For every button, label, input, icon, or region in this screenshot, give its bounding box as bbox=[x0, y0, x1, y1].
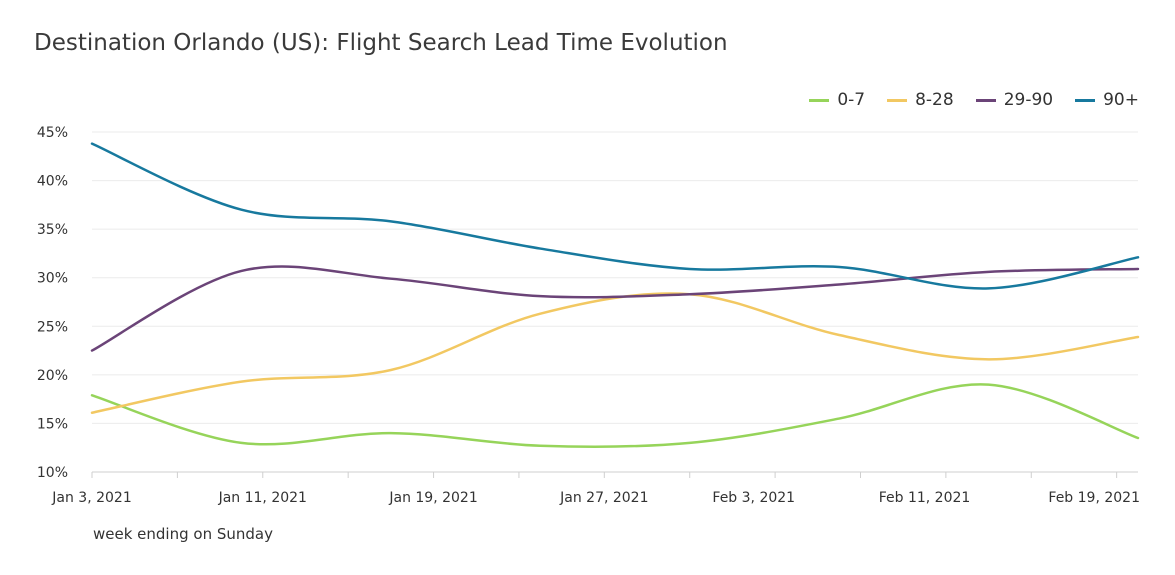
series-line-0-7 bbox=[90, 383, 1140, 449]
x-tick-label: Feb 3, 2021 bbox=[712, 490, 795, 506]
y-tick-label: 30% bbox=[37, 271, 68, 287]
legend-swatch bbox=[975, 98, 996, 102]
x-tick-label: Jan 19, 2021 bbox=[388, 490, 477, 506]
x-tick-label: Jan 27, 2021 bbox=[559, 490, 648, 506]
legend-item-29-90[interactable]: 29-90 bbox=[975, 90, 1054, 110]
y-tick-label: 40% bbox=[37, 174, 68, 190]
x-tick-label: Jan 11, 2021 bbox=[218, 490, 307, 506]
legend-item-0-7[interactable]: 0-7 bbox=[809, 90, 865, 110]
y-tick-label: 10% bbox=[37, 465, 68, 481]
series-line-29-90 bbox=[90, 265, 1140, 352]
chart-title: Destination Orlando (US): Flight Search … bbox=[34, 30, 728, 56]
legend-swatch bbox=[809, 98, 830, 102]
y-tick-label: 45% bbox=[37, 125, 68, 141]
legend-label: 90+ bbox=[1103, 90, 1139, 110]
series-line-90+ bbox=[90, 142, 1140, 290]
legend-item-90+[interactable]: 90+ bbox=[1075, 90, 1139, 110]
y-tick-label: 20% bbox=[37, 368, 68, 384]
legend-label: 0-7 bbox=[837, 90, 866, 110]
x-axis-label: week ending on Sunday bbox=[93, 525, 273, 543]
x-tick-label: Feb 19, 2021 bbox=[1048, 490, 1140, 506]
y-tick-label: 25% bbox=[37, 319, 68, 335]
x-tick-label: Jan 3, 2021 bbox=[51, 490, 131, 506]
y-tick-label: 15% bbox=[37, 416, 68, 432]
legend-swatch bbox=[887, 98, 908, 102]
legend: 0-7 8-28 29-90 90+ bbox=[809, 90, 1139, 110]
legend-label: 29-90 bbox=[1003, 90, 1054, 110]
legend-label: 8-28 bbox=[915, 90, 954, 110]
legend-swatch bbox=[1075, 98, 1096, 102]
series-line-8-28 bbox=[90, 292, 1140, 414]
x-tick-label: Feb 11, 2021 bbox=[879, 490, 971, 506]
y-tick-label: 35% bbox=[37, 222, 68, 238]
legend-item-8-28[interactable]: 8-28 bbox=[887, 90, 954, 110]
